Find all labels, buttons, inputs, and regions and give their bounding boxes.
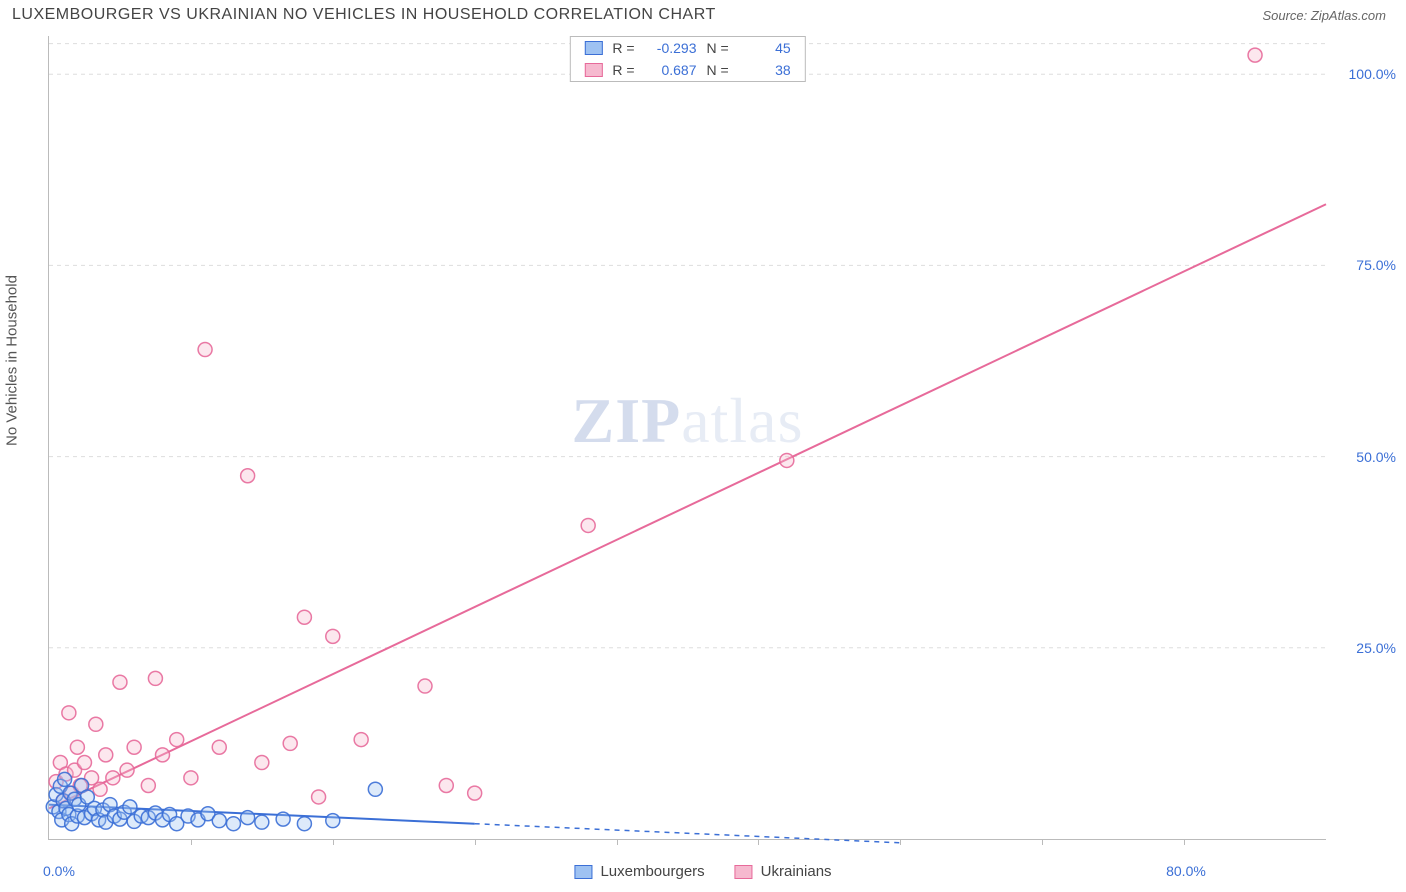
x-tick-min-label: 0.0%: [43, 863, 75, 879]
x-tick: [333, 839, 334, 845]
source-attribution: Source: ZipAtlas.com: [1262, 8, 1386, 23]
chart-area: ZIPatlas R = -0.293 N = 45 R = 0.687 N =…: [48, 36, 1326, 840]
x-tick: [475, 839, 476, 845]
bottom-legend: Luxembourgers Ukrainians: [574, 863, 831, 880]
source-prefix: Source:: [1262, 8, 1310, 23]
y-tick-label: 50.0%: [1356, 449, 1396, 465]
n-label: N =: [707, 40, 729, 56]
swatch-pink: [735, 865, 753, 879]
n-value: 38: [739, 62, 791, 78]
x-tick: [191, 839, 192, 845]
x-tick: [1042, 839, 1043, 845]
x-tick: [1184, 839, 1185, 845]
n-label: N =: [707, 62, 729, 78]
r-value: -0.293: [645, 40, 697, 56]
r-label: R =: [612, 62, 634, 78]
x-tick: [758, 839, 759, 845]
stats-row-ukrainians: R = 0.687 N = 38: [570, 59, 804, 81]
swatch-pink: [584, 63, 602, 77]
y-tick-label: 100.0%: [1349, 66, 1396, 82]
stats-row-luxembourgers: R = -0.293 N = 45: [570, 37, 804, 59]
legend-label: Luxembourgers: [600, 863, 704, 880]
x-tick: [617, 839, 618, 845]
legend-item-ukrainians: Ukrainians: [735, 863, 832, 880]
stats-legend: R = -0.293 N = 45 R = 0.687 N = 38: [569, 36, 805, 82]
legend-item-luxembourgers: Luxembourgers: [574, 863, 704, 880]
chart-title: LUXEMBOURGER VS UKRAINIAN NO VEHICLES IN…: [12, 6, 716, 24]
x-tick-max-label: 80.0%: [1166, 863, 1392, 879]
swatch-blue: [584, 41, 602, 55]
source-name: ZipAtlas.com: [1311, 8, 1386, 23]
r-label: R =: [612, 40, 634, 56]
x-tick: [900, 839, 901, 845]
n-value: 45: [739, 40, 791, 56]
legend-label: Ukrainians: [761, 863, 832, 880]
y-tick-label: 25.0%: [1356, 640, 1396, 656]
y-tick-label: 75.0%: [1356, 257, 1396, 273]
y-axis-label: No Vehicles in Household: [4, 275, 21, 446]
swatch-blue: [574, 865, 592, 879]
scatter-plot: [49, 36, 1326, 839]
r-value: 0.687: [645, 62, 697, 78]
